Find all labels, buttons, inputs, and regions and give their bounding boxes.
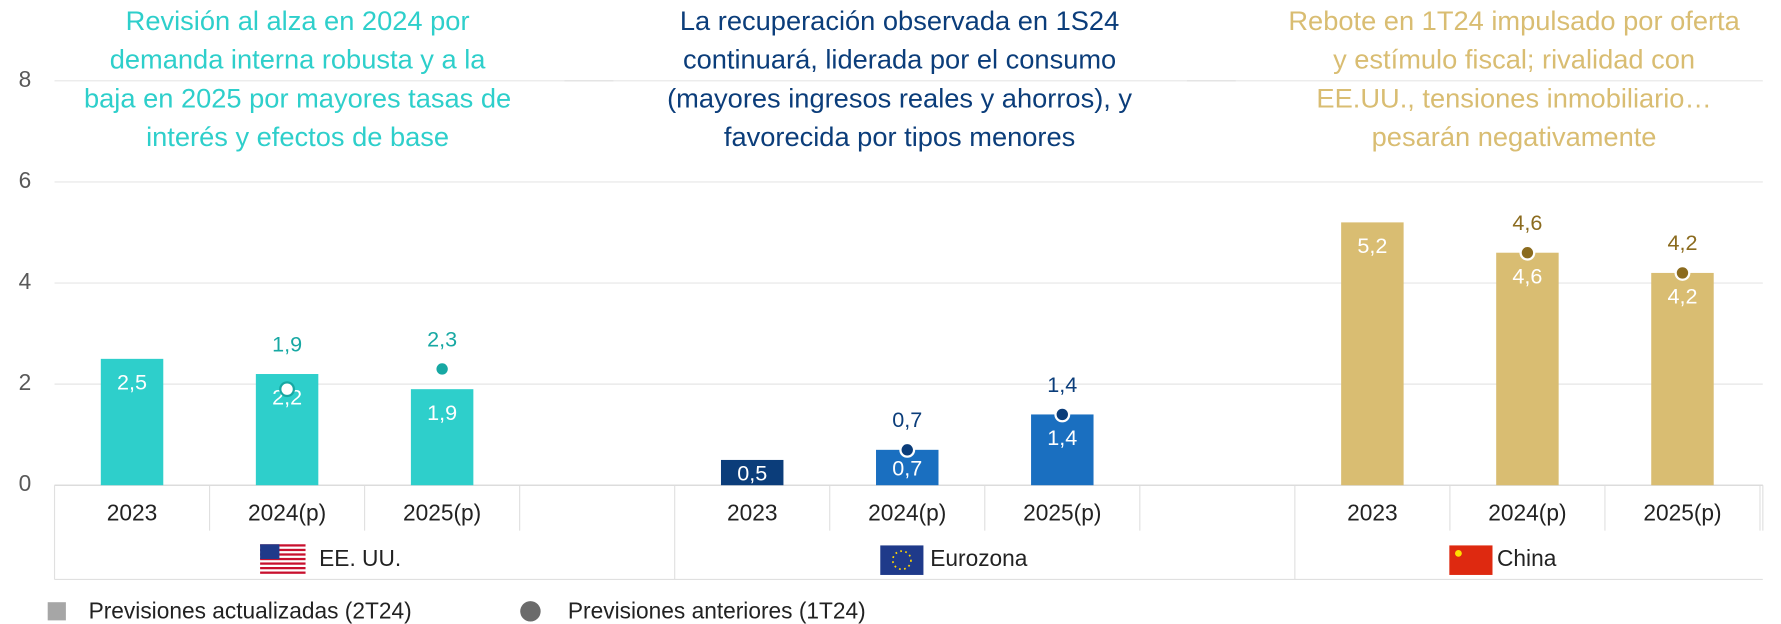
annotation: continuará, liderada por el consumo xyxy=(683,44,1116,75)
bar xyxy=(1341,222,1404,486)
bar xyxy=(720,459,784,486)
annotation: La recuperación observada en 1S24 xyxy=(680,5,1119,36)
bar xyxy=(1031,414,1094,486)
y-tick-label: 8 xyxy=(19,66,32,92)
annotation: Revisión al alza en 2024 por xyxy=(126,5,470,36)
previous-dot xyxy=(1674,264,1691,281)
x-tick-label: 2023 xyxy=(1347,500,1398,526)
group-label: China xyxy=(1497,545,1557,571)
annotation: Rebote en 1T24 impulsado por oferta xyxy=(1288,5,1740,36)
bar xyxy=(1496,252,1559,486)
value-label: 2,5 xyxy=(117,370,147,395)
flag-stars xyxy=(891,550,912,571)
annotation: (mayores ingresos reales y ahorros), y xyxy=(667,82,1132,113)
bar xyxy=(1651,272,1714,486)
annotation: favorecida por tipos menores xyxy=(724,121,1075,152)
annotation: EE.UU., tensiones inmobiliario… xyxy=(1316,82,1711,113)
x-tick-label: 2024(p) xyxy=(248,500,326,526)
previous-dot xyxy=(899,441,916,458)
previous-label: 1,4 xyxy=(1047,372,1077,397)
y-tick-label: 0 xyxy=(19,470,32,496)
flag-icon xyxy=(1449,545,1493,575)
value-label: 0,5 xyxy=(737,461,767,486)
flag-stripe xyxy=(260,571,306,574)
x-tick-label: 2025(p) xyxy=(1023,500,1101,526)
flag-stripe xyxy=(260,557,306,561)
bar xyxy=(100,358,164,486)
flag xyxy=(1449,545,1493,575)
flag-stripe xyxy=(260,566,306,570)
x-tick-label: 2023 xyxy=(107,500,158,526)
annotation: interés y efectos de base xyxy=(146,121,449,152)
previous-dot xyxy=(279,381,296,398)
bar xyxy=(410,389,474,486)
y-tick-label: 4 xyxy=(19,268,32,294)
legend-label: Previsiones anteriores (1T24) xyxy=(568,597,866,623)
flag-star xyxy=(1455,549,1462,557)
previous-label: 2,3 xyxy=(427,326,457,351)
group-label: EE. UU. xyxy=(319,545,401,571)
value-label: 1,9 xyxy=(427,400,457,425)
previous-label: 0,7 xyxy=(892,407,922,432)
group-label: Eurozona xyxy=(930,545,1028,571)
previous-dot xyxy=(1054,406,1071,423)
x-tick-label: 2024(p) xyxy=(1488,500,1566,526)
flag-stripe xyxy=(260,562,306,565)
flag-canton xyxy=(260,544,280,560)
annotation: pesarán negativamente xyxy=(1372,121,1657,152)
legend-dot xyxy=(520,601,541,622)
previous-dot xyxy=(1519,244,1536,261)
value-label: 4,6 xyxy=(1512,263,1542,288)
previous-label: 4,6 xyxy=(1512,210,1542,235)
legend-swatch xyxy=(47,602,66,621)
annotation: y estímulo fiscal; rivalidad con xyxy=(1333,44,1695,75)
x-tick-label: 2025(p) xyxy=(1643,500,1721,526)
previous-dot xyxy=(434,361,451,377)
previous-label: 1,9 xyxy=(272,331,302,356)
annotation: demanda interna robusta y a la xyxy=(110,44,487,75)
annotation: baja en 2025 por mayores tasas de xyxy=(84,82,511,113)
flag-stripe xyxy=(260,548,306,552)
y-tick-label: 2 xyxy=(19,369,32,395)
flag-stripe xyxy=(260,553,306,556)
x-tick-label: 2025(p) xyxy=(403,500,481,526)
previous-label: 4,2 xyxy=(1667,230,1697,255)
value-label: 5,2 xyxy=(1357,233,1387,258)
y-tick-label: 6 xyxy=(19,167,32,193)
flag-icon xyxy=(880,545,924,575)
x-tick-label: 2024(p) xyxy=(868,500,946,526)
value-label: 1,4 xyxy=(1047,425,1077,450)
flag-stripe xyxy=(260,544,306,547)
legend-label: Previsiones actualizadas (2T24) xyxy=(89,597,412,623)
x-tick-label: 2023 xyxy=(727,500,778,526)
flag-icon xyxy=(260,544,306,574)
value-label: 0,7 xyxy=(892,455,922,480)
value-label: 4,2 xyxy=(1667,284,1697,309)
flag xyxy=(880,545,924,575)
